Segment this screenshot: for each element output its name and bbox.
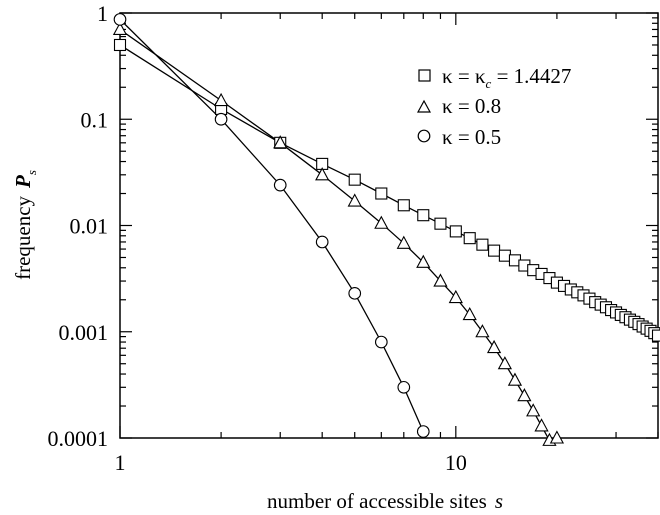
- series-line-triangle: [119, 28, 558, 442]
- x-axis-label-text: number of accessible sites: [267, 489, 487, 513]
- data-point-triangle: [534, 418, 549, 432]
- data-point-triangle: [273, 135, 288, 149]
- x-tick-label: 10: [445, 450, 467, 475]
- data-point-circle: [416, 425, 430, 438]
- data-point-triangle: [396, 235, 411, 249]
- data-point-square: [476, 238, 489, 251]
- data-point-circle: [397, 380, 411, 394]
- data-point-triangle: [486, 339, 502, 354]
- data-point-square: [488, 244, 501, 257]
- data-point-triangle: [433, 273, 448, 287]
- data-point-square: [434, 217, 447, 230]
- data-point-square: [417, 209, 430, 222]
- x-axis-label-var: s: [495, 489, 503, 513]
- series-line-circle: [119, 18, 424, 432]
- data-point-square: [463, 232, 476, 245]
- data-point-triangle: [448, 289, 463, 304]
- data-point-triangle: [462, 306, 477, 321]
- y-tick-label: 1: [97, 1, 108, 26]
- plot-frame: [119, 12, 659, 439]
- data-point-circle: [374, 335, 388, 349]
- data-point-circle: [348, 286, 362, 300]
- data-point-square: [375, 187, 388, 200]
- data-point-triangle: [213, 92, 229, 107]
- data-point-square: [348, 173, 361, 186]
- data-point-circle: [113, 13, 127, 26]
- legend-label-k05: κ = 0.5: [442, 125, 501, 149]
- legend-marker-square: [418, 69, 431, 82]
- data-point-circle: [214, 112, 228, 126]
- y-axis-label: frequency Ps: [11, 170, 39, 280]
- data-point-square: [651, 329, 660, 342]
- legend-marker-circle: [417, 129, 431, 143]
- legend: κ = κc = 1.4427 κ = 0.8 κ = 0.5: [416, 64, 571, 149]
- legend-label-k08: κ = 0.8: [442, 94, 501, 118]
- data-point-triangle: [549, 430, 565, 444]
- y-axis-label-sub: s: [24, 170, 39, 175]
- data-point-square: [449, 225, 462, 238]
- data-point-triangle: [507, 372, 523, 386]
- y-axis-label-var: P: [11, 175, 35, 189]
- data-point-square: [397, 199, 410, 212]
- y-axis-label-text: frequency: [11, 195, 35, 279]
- legend-label-kc: κ = κc = 1.4427: [442, 64, 571, 91]
- y-tick-label: 0.001: [59, 320, 109, 345]
- y-tick-label: 0.0001: [48, 426, 109, 451]
- y-tick-label: 0.1: [81, 107, 109, 132]
- legend-marker-triangle: [416, 99, 432, 113]
- legend-kc-rest: = 1.4427: [491, 64, 571, 88]
- series-markers: [112, 13, 660, 446]
- legend-kc-symbol: κ: [475, 64, 486, 88]
- data-point-triangle: [517, 388, 532, 402]
- data-point-triangle: [112, 21, 128, 36]
- x-axis-label: number of accessible sites s: [267, 489, 503, 513]
- data-point-triangle: [315, 167, 330, 181]
- legend-kc-sub: c: [486, 76, 492, 91]
- x-tick-label: 1: [115, 450, 126, 475]
- y-tick-label: 0.01: [70, 214, 109, 239]
- data-point-triangle: [475, 324, 490, 338]
- ticks: 1 10 1 0.1 0.01 0.001 0.0001: [48, 1, 659, 475]
- data-point-triangle: [347, 193, 362, 207]
- data-point-square: [113, 38, 127, 52]
- data-point-triangle: [526, 403, 541, 417]
- data-point-circle: [315, 235, 329, 249]
- data-point-triangle: [497, 356, 513, 370]
- series-lines: [119, 18, 659, 442]
- data-point-square: [498, 249, 511, 262]
- data-point-circle: [273, 178, 287, 192]
- legend-kc-prefix: κ =: [442, 64, 475, 88]
- data-point-triangle: [416, 254, 431, 268]
- data-point-triangle: [374, 215, 389, 229]
